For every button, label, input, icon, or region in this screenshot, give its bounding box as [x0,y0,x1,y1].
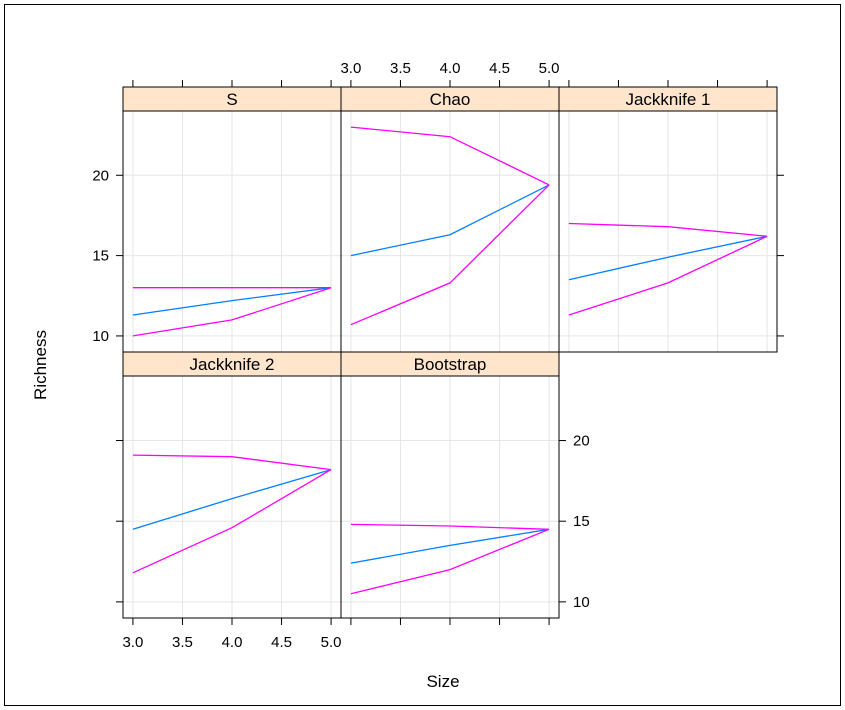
series-line-lower [132,287,332,337]
x-tick-label: 5.0 [539,60,560,77]
x-tick-label: 3.0 [340,60,361,77]
y-axis-left: 10 15 20 [92,167,123,345]
x-tick-label: 4.5 [271,634,292,651]
series-line-lower [568,235,768,316]
y-tick-label: 15 [573,513,590,530]
x-tick-label: 4.5 [489,60,510,77]
x-tick-label: 5.0 [321,634,342,651]
series-line-estimate [132,287,332,316]
x-axis-bottom [350,618,550,625]
strip-label: Jackknife 1 [625,90,710,109]
lattice-chart: S Chao Jackknife 1 Jackknife 2 Bootstrap 3.0… [31,60,784,691]
strip-background [340,351,560,377]
x-tick-label: 3.5 [172,634,193,651]
series-line-upper [568,222,768,237]
series-line-estimate [350,184,550,257]
series-line-lower [350,184,550,326]
series-line-estimate [568,235,768,281]
y-tick-label: 10 [573,594,590,611]
series-line-estimate [350,528,550,564]
y-tick-label: 20 [573,433,590,450]
strip-label: Chao [430,90,471,109]
y-axis-right [777,174,784,337]
series-line-estimate [132,468,332,530]
y-tick-label: 10 [92,328,109,345]
y-axis-left [116,440,123,603]
x-tick-label: 4.0 [222,634,243,651]
panel-chao: Chao [340,86,560,353]
x-tick-label: 4.0 [440,60,461,77]
x-axis-top [132,80,332,87]
y-axis-right: 10 15 20 [559,433,590,611]
x-tick-label: 3.5 [390,60,411,77]
y-tick-label: 20 [92,167,109,184]
series-line-upper [132,454,332,471]
panel-s: S [122,86,342,353]
series-line-upper [350,126,550,186]
x-axis-label: Size [426,672,459,691]
series-line-lower [350,528,550,595]
panel-border [558,110,778,353]
y-axis-label: Richness [31,330,50,400]
strip-label: Jackknife 2 [189,355,274,374]
x-axis-bottom: 3.0 3.5 4.0 4.5 5.0 [122,618,342,651]
chart-frame: S Chao Jackknife 1 Jackknife 2 Bootstrap 3.0… [4,4,841,706]
strip-label: Bootstrap [414,355,487,374]
panel-jackknife-2: Jackknife 2 [122,351,342,619]
panel-bootstrap: Bootstrap [340,351,560,619]
series-line-upper [350,523,550,530]
x-tick-label: 3.0 [122,634,143,651]
panel-jackknife-1: Jackknife 1 [558,86,778,353]
strip-label: S [226,90,237,109]
y-tick-label: 15 [92,248,109,265]
x-axis-top [568,80,768,87]
series-line-lower [132,469,332,574]
strip-background [122,351,342,377]
x-axis-top: 3.0 3.5 4.0 4.5 5.0 [340,60,560,87]
